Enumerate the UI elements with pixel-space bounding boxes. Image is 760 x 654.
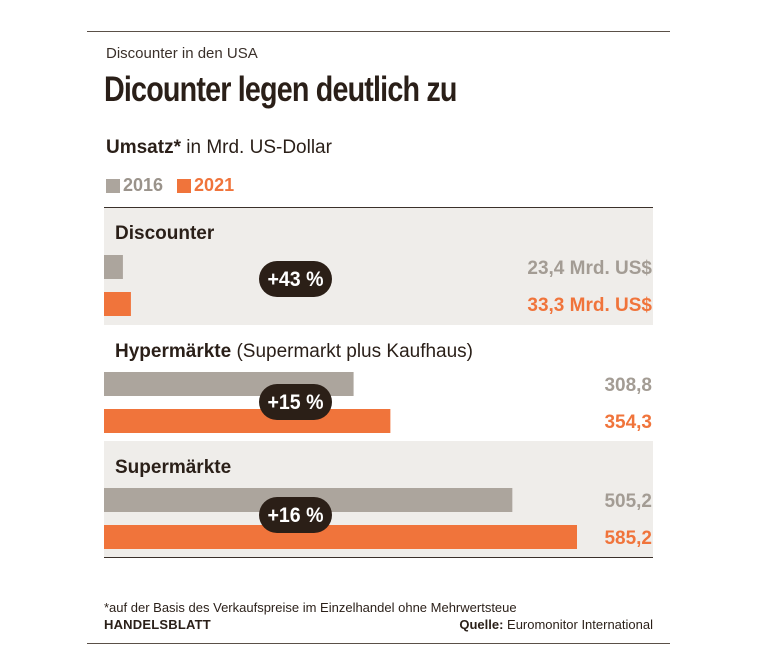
bar-hypermaerkte-2021	[104, 409, 391, 433]
change-badge-discounter	[259, 261, 332, 297]
value-label-discounter-2016: 23,4 Mrd. US$	[527, 258, 652, 279]
chart-bottom-rule	[104, 557, 653, 558]
bottom-rule	[87, 643, 670, 644]
change-label-hypermaerkte: +15 %	[268, 391, 324, 414]
bar-discounter-2021	[104, 292, 131, 316]
legend: 2016 2021	[106, 175, 234, 196]
value-label-supermaerkte-2016: 505,2	[604, 491, 652, 512]
category-label-supermaerkte: Supermärkte	[115, 457, 232, 478]
panel-hypermaerkte: Hypermärkte (Supermarkt plus Kaufhaus)	[104, 325, 653, 441]
subtitle-unit: in Mrd. US-Dollar	[180, 137, 332, 158]
legend-swatch-2016	[106, 178, 120, 193]
source-credit: Quelle: Euromonitor International	[459, 617, 653, 632]
value-label-hypermaerkte-2021: 354,3	[604, 412, 652, 433]
bar-discounter-2016	[104, 255, 123, 279]
value-label-discounter-2021: 33,3 Mrd. US$	[527, 295, 652, 316]
legend-swatch-2021	[177, 178, 192, 193]
legend-item-2021: 2021	[177, 175, 234, 196]
bar-supermaerkte-2021	[104, 525, 577, 549]
change-badge-hypermaerkte	[259, 384, 332, 420]
subtitle-measure: Umsatz*	[106, 137, 181, 158]
change-label-supermaerkte: +16 %	[268, 504, 324, 527]
category-label-discounter: Discounter	[115, 223, 215, 244]
change-label-discounter: +43 %	[268, 268, 324, 291]
top-rule	[87, 31, 670, 32]
legend-item-2016: 2016	[106, 175, 163, 196]
category-label-hypermaerkte: Hypermärkte (Supermarkt plus Kaufhaus)	[115, 341, 474, 362]
chart-subtitle: Umsatz* in Mrd. US-Dollar	[106, 137, 332, 159]
legend-label-2021: 2021	[194, 175, 235, 195]
panel-discounter: Discounter	[104, 208, 653, 325]
value-label-hypermaerkte-2016: 308,8	[604, 375, 652, 396]
kicker: Discounter in den USA	[106, 45, 258, 62]
footnote: *auf der Basis des Verkaufspreise im Ein…	[104, 600, 517, 615]
chart-title: Dicounter legen deutlich zu	[104, 70, 457, 109]
value-label-supermaerkte-2021: 585,2	[604, 528, 652, 549]
legend-label-2016: 2016	[123, 175, 164, 195]
chart-top-rule	[104, 207, 653, 208]
publisher-brand: HANDELSBLATT	[104, 617, 211, 632]
change-badge-supermaerkte	[259, 497, 332, 533]
